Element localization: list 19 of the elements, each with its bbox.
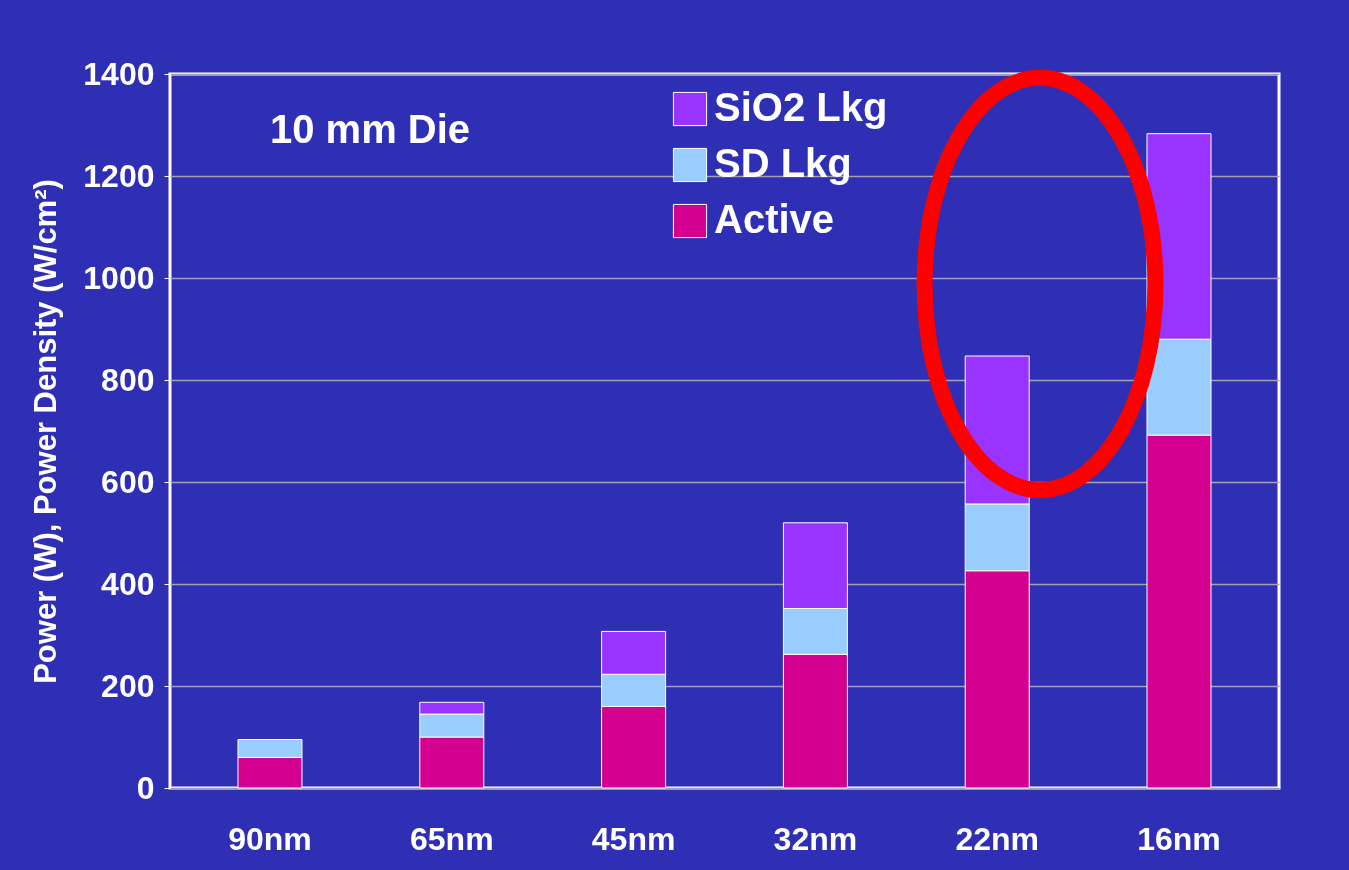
x-tick-label: 16nm	[1137, 820, 1221, 857]
legend-label: Active	[714, 197, 835, 241]
y-tick-label: 200	[101, 667, 155, 704]
y-tick-label: 600	[101, 463, 155, 500]
y-tick-label: 400	[101, 565, 155, 602]
y-tick-label: 800	[101, 361, 155, 398]
legend-label: SiO2 Lkg	[714, 85, 888, 129]
x-tick-label: 32nm	[773, 820, 858, 857]
y-tick-label: 1000	[83, 259, 155, 296]
y-tick-label: 1400	[83, 55, 155, 92]
x-tick-label: 22nm	[955, 820, 1039, 857]
y-tick-label: 0	[136, 769, 155, 806]
y-axis-title: Power (W), Power Density (W/cm²)	[28, 179, 64, 684]
y-tick-label: 1200	[83, 157, 155, 194]
x-tick-label: 90nm	[228, 820, 312, 857]
x-tick-label: 65nm	[410, 820, 494, 857]
annotation: 10 mm Die	[270, 107, 471, 151]
legend-label: SD Lkg	[714, 141, 852, 185]
x-tick-label: 45nm	[591, 820, 676, 857]
